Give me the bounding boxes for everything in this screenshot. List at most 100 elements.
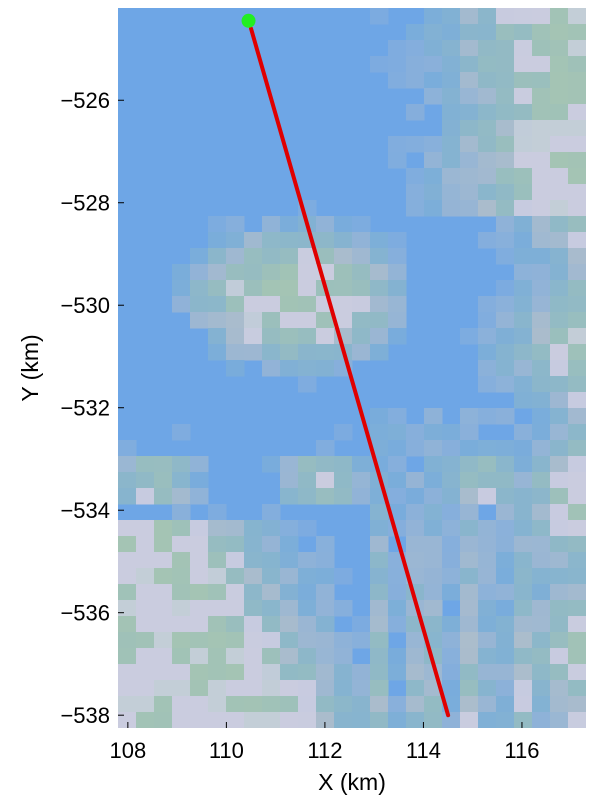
imagery-cell [334, 632, 353, 649]
imagery-cell [280, 520, 299, 537]
imagery-cell [262, 680, 281, 697]
imagery-cell [568, 200, 586, 217]
imagery-cell [208, 632, 227, 649]
imagery-cell [190, 600, 209, 617]
imagery-cell [190, 456, 209, 473]
imagery-cell [298, 584, 317, 601]
imagery-cell [550, 600, 569, 617]
imagery-cell [280, 616, 299, 633]
imagery-cell [550, 712, 569, 728]
imagery-cell [514, 200, 533, 217]
imagery-cell [514, 376, 533, 393]
imagery-cell [334, 264, 353, 281]
imagery-cell [532, 440, 551, 457]
imagery-cell [568, 312, 586, 329]
imagery-cell [316, 248, 335, 265]
imagery-cell [496, 632, 515, 649]
imagery-cell [532, 632, 551, 649]
imagery-cell [370, 264, 389, 281]
imagery-cell [442, 520, 461, 537]
imagery-cell [208, 296, 227, 313]
imagery-cell [118, 664, 137, 681]
imagery-cell [424, 504, 443, 521]
imagery-cell [154, 584, 173, 601]
imagery-cell [532, 88, 551, 105]
imagery-cell [388, 56, 407, 73]
imagery-cell [316, 696, 335, 713]
imagery-cell [316, 600, 335, 617]
imagery-cell [550, 504, 569, 521]
imagery-cell [514, 88, 533, 105]
imagery-cell [532, 120, 551, 137]
imagery-cell [370, 280, 389, 297]
imagery-cell [514, 488, 533, 505]
imagery-cell [388, 280, 407, 297]
imagery-cell [244, 536, 263, 553]
imagery-cell [262, 216, 281, 233]
imagery-cell [190, 664, 209, 681]
imagery-cell [568, 120, 586, 137]
imagery-cell [550, 424, 569, 441]
imagery-cell [136, 600, 155, 617]
y-tick-label: −528 [60, 191, 110, 216]
imagery-cell [550, 584, 569, 601]
imagery-cell [352, 264, 371, 281]
imagery-cell [550, 56, 569, 73]
imagery-cell [442, 680, 461, 697]
imagery-cell [568, 232, 586, 249]
imagery-cell [496, 344, 515, 361]
imagery-cell [226, 600, 245, 617]
imagery-cell [568, 24, 586, 41]
imagery-cell [154, 696, 173, 713]
imagery-cell [460, 536, 479, 553]
imagery-cell [334, 680, 353, 697]
imagery-cell [532, 360, 551, 377]
imagery-cell [226, 632, 245, 649]
imagery-cell [316, 312, 335, 329]
imagery-cell [460, 168, 479, 185]
imagery-cell [568, 216, 586, 233]
imagery-cell [136, 456, 155, 473]
imagery-cell [478, 584, 497, 601]
imagery-cell [136, 552, 155, 569]
imagery-cell [244, 520, 263, 537]
imagery-cell [568, 392, 586, 409]
imagery-cell [532, 104, 551, 121]
imagery-cell [496, 408, 515, 425]
imagery-cell [478, 88, 497, 105]
imagery-cell [424, 424, 443, 441]
imagery-cell [550, 200, 569, 217]
imagery-cell [262, 232, 281, 249]
imagery-cell [262, 552, 281, 569]
imagery-cell [244, 296, 263, 313]
imagery-cell [226, 264, 245, 281]
imagery-cell [496, 648, 515, 665]
imagery-cell [334, 712, 353, 728]
imagery-cell [280, 552, 299, 569]
imagery-cell [550, 120, 569, 137]
imagery-cell [316, 232, 335, 249]
imagery-cell [262, 568, 281, 585]
imagery-cell [406, 24, 425, 41]
imagery-cell [190, 264, 209, 281]
imagery-cell [298, 664, 317, 681]
imagery-cell [496, 56, 515, 73]
imagery-cell [388, 40, 407, 57]
imagery-cell [460, 488, 479, 505]
imagery-cell [298, 648, 317, 665]
imagery-cell [532, 328, 551, 345]
imagery-cell [172, 296, 191, 313]
imagery-cell [262, 696, 281, 713]
imagery-cell [550, 312, 569, 329]
imagery-cell [550, 88, 569, 105]
imagery-cell [442, 440, 461, 457]
imagery-cell [388, 712, 407, 728]
imagery-cell [244, 584, 263, 601]
imagery-cell [532, 344, 551, 361]
imagery-cell [352, 280, 371, 297]
imagery-cell [406, 504, 425, 521]
imagery-cell [568, 488, 586, 505]
imagery-cell [208, 536, 227, 553]
imagery-cell [478, 24, 497, 41]
imagery-cell [280, 456, 299, 473]
